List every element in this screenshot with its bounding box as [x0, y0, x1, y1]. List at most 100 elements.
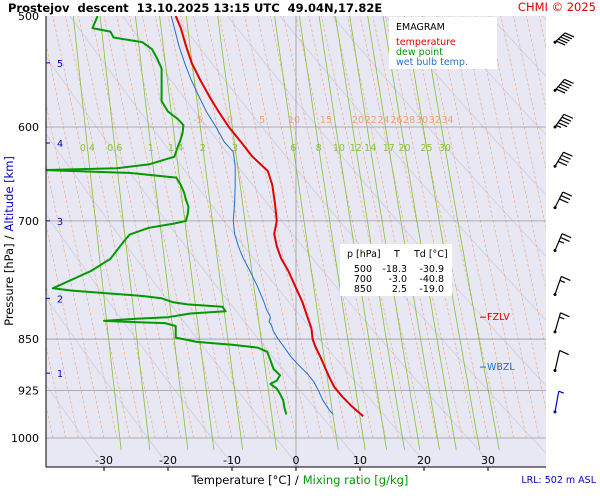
- wind-barb-staff: [554, 233, 563, 251]
- wind-barb-feather: [560, 194, 571, 201]
- temperature-tick-label: 10: [353, 454, 367, 467]
- legend-box: [389, 17, 497, 69]
- fzlv-label: FZLV: [487, 312, 510, 323]
- mixing-ratio-label: 17: [383, 143, 395, 154]
- mixing-ratio-line: [421, 16, 500, 451]
- mixing-ratio-line: [134, 16, 189, 451]
- table-header-t: T: [393, 249, 400, 260]
- wind-barb-feather: [557, 86, 568, 92]
- table-cell: 850: [354, 284, 372, 295]
- mixing-ratio-label: 12: [350, 143, 362, 154]
- wind-barb-base: [553, 88, 557, 92]
- wind-barb-feather: [563, 151, 573, 157]
- mixing-ratio-line: [274, 16, 339, 451]
- legend-dewpoint: dew point: [396, 47, 443, 58]
- isotherm-label: 26: [390, 115, 402, 126]
- pressure-grid: [46, 16, 546, 467]
- isotherm-label: 24: [378, 115, 390, 126]
- isotherm-line: [558, 0, 600, 438]
- wind-barb: [553, 233, 572, 253]
- wind-barb: [553, 151, 573, 168]
- wind-barb: [553, 78, 574, 94]
- x-axis-title-separator: /: [295, 473, 299, 487]
- wind-barb-base: [553, 410, 557, 414]
- legend-temperature: temperature: [396, 37, 456, 48]
- wbzl-label: WBZL: [487, 362, 515, 373]
- sounding-datetime: 13.10.2025 13:15 UTC: [137, 1, 280, 15]
- temperature-tick-label: -20: [159, 454, 177, 467]
- sounding-table: p [hPa] T Td [°C] 500 -18.3 -30.9 700 -3…: [340, 244, 452, 296]
- isotherm-line: [545, 0, 600, 438]
- dry-adiabat: [46, 213, 236, 467]
- wind-barb-feather: [561, 154, 571, 160]
- mixing-ratio-line: [72, 16, 122, 451]
- altitude-tick-label: 3: [57, 217, 63, 228]
- x-axis-title-temperature: Temperature [°C]: [191, 473, 291, 487]
- dry-adiabat: [46, 297, 171, 467]
- mixing-ratio-line: [217, 16, 278, 451]
- isotherm-label: 5: [259, 115, 265, 126]
- dry-adiabat: [437, 16, 546, 136]
- mixing-ratio-label: 20: [398, 143, 410, 154]
- wind-barb-feather: [563, 113, 574, 119]
- x-axis-title-mixing: Mixing ratio [g/kg]: [303, 473, 409, 487]
- mixing-ratio-label: 1: [148, 143, 154, 154]
- mixing-ratio-label: 0.4: [80, 143, 95, 154]
- wind-barb-staff: [554, 312, 562, 333]
- wind-barb-staff: [554, 276, 562, 295]
- wind-barb-feather: [562, 191, 573, 197]
- wind-barb-feather: [560, 36, 570, 42]
- isotherm-label: 15: [320, 115, 332, 126]
- wind-barb-half-feather: [558, 390, 564, 394]
- wind-barb-half-feather: [555, 124, 562, 129]
- wind-barb-base: [553, 206, 557, 210]
- isotherm-label: 30: [416, 115, 428, 126]
- temperature-tick-label: 30: [481, 454, 495, 467]
- dry-adiabat: [384, 16, 546, 196]
- wind-barb-feather: [557, 160, 568, 167]
- dry-adiabat: [332, 16, 546, 258]
- wind-barb-staff: [554, 191, 564, 208]
- dry-adiabat: [585, 0, 600, 468]
- table-cell: 2.5: [392, 284, 407, 295]
- wind-barb-feather: [562, 34, 573, 40]
- wind-barb-feather: [561, 275, 571, 282]
- wind-barb-feather: [560, 312, 570, 318]
- wind-barb-feather: [561, 233, 572, 239]
- temperature-tick-label: -30: [95, 454, 113, 467]
- wind-barb-base: [553, 40, 557, 44]
- altitude-tick-labels: 5 4 3 2 1: [46, 59, 63, 380]
- dry-adiabat: [489, 16, 546, 77]
- dewpoint-profile: [46, 16, 288, 415]
- isotherm-label: 10: [288, 115, 300, 126]
- dry-adiabat: [46, 384, 106, 467]
- mixing-ratio-label: 30: [439, 143, 451, 154]
- isotherm-label: 32: [429, 115, 441, 126]
- x-axis-title: Temperature [°C] / Mixing ratio [g/kg]: [191, 473, 409, 487]
- table-cell: -18.3: [382, 264, 407, 275]
- pressure-tick-label: 1000: [11, 432, 39, 445]
- table-cell: -40.8: [419, 274, 444, 285]
- mixing-ratio-label: 2: [200, 143, 206, 154]
- wind-barb-base: [553, 292, 557, 296]
- lrl-label: LRL: 502 m ASL: [521, 475, 596, 486]
- wind-barb-feather: [564, 32, 575, 38]
- wind-barb: [553, 390, 564, 414]
- mixing-ratio-label: 8: [316, 143, 322, 154]
- wind-barb-feather: [560, 83, 570, 89]
- temperature-profile: [174, 16, 364, 418]
- mixing-ratio-label: 0.6: [107, 143, 122, 154]
- isotherm-label: 20: [352, 115, 364, 126]
- wind-barb-base: [553, 125, 557, 129]
- y-axis-title-separator: /: [2, 235, 16, 239]
- wind-barb: [553, 32, 575, 46]
- wind-barb-base: [553, 330, 557, 334]
- mixing-ratio-label: 25: [421, 143, 433, 154]
- y-axis-title: Pressure [hPa] / Altitude [km]: [2, 156, 16, 326]
- isotherm-label: 22: [365, 115, 377, 126]
- temperature-tick-labels: -30 -20 -10 0 10 20 30: [95, 454, 495, 471]
- wind-barb: [553, 191, 573, 210]
- mixing-ratio-label: 6: [290, 143, 296, 154]
